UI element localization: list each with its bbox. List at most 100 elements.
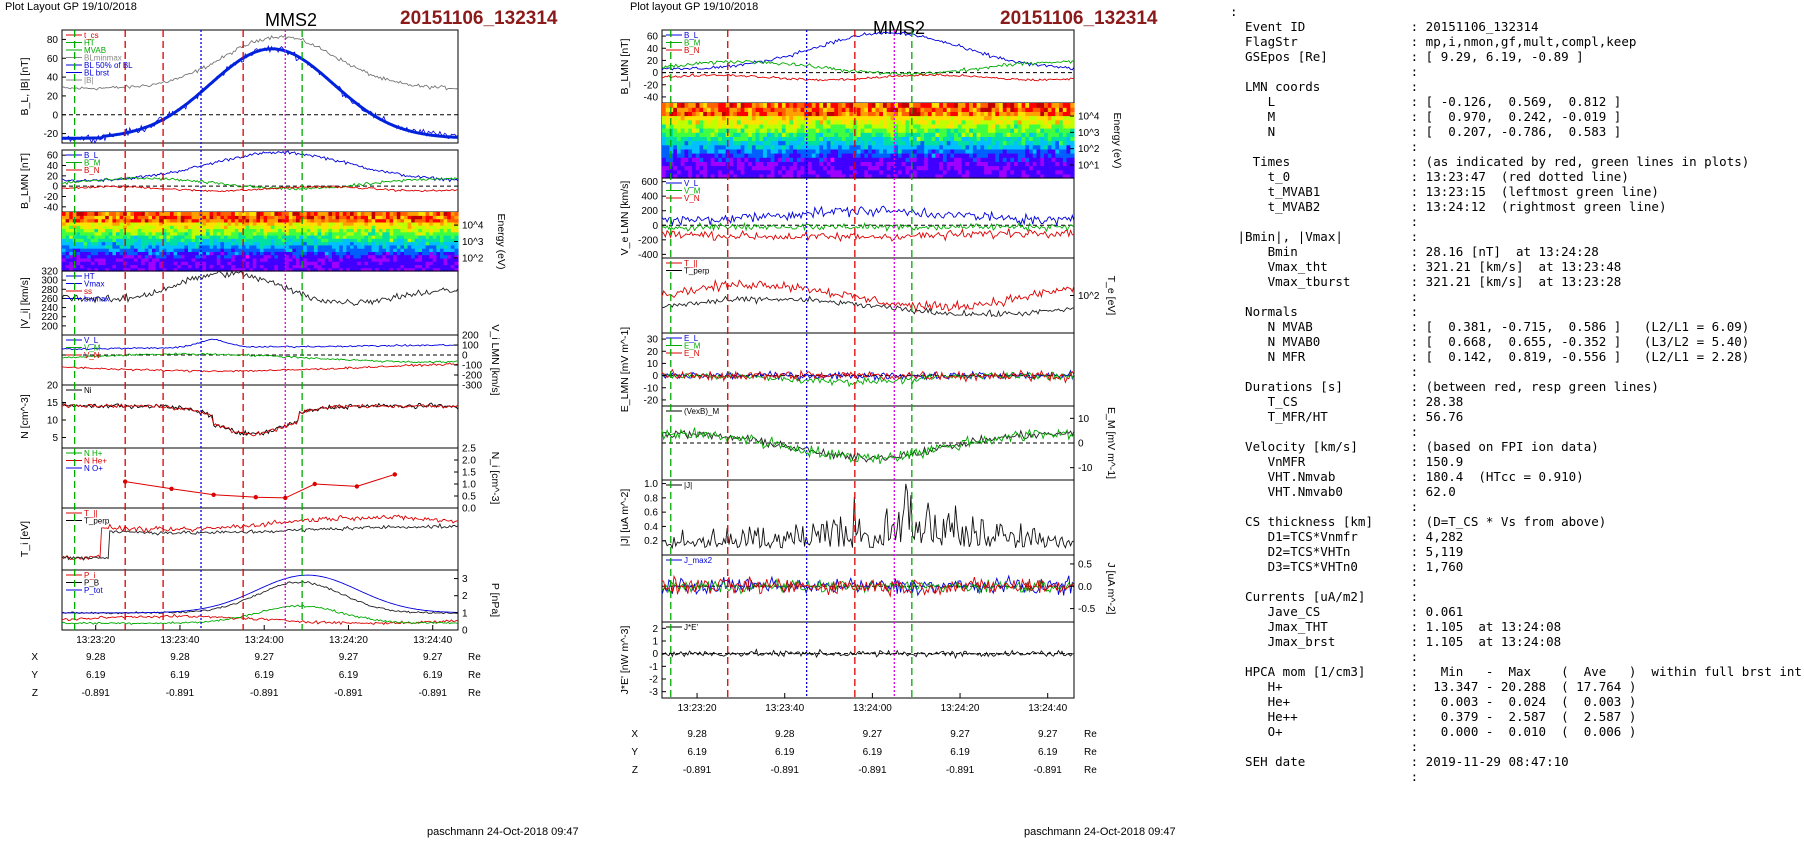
left-spectrogram-cell — [342, 218, 347, 223]
middle-spectrogram-cell — [1002, 115, 1008, 121]
middle-series-line-VM — [661, 221, 1075, 233]
middle-position-unit: Re — [1084, 765, 1097, 776]
left-spectrogram-cell — [188, 228, 193, 233]
middle-spectrogram-cell — [950, 128, 955, 133]
middle-spectrogram-cell — [759, 136, 764, 142]
middle-spectrogram-cell — [808, 140, 813, 146]
left-spectrogram-cell — [339, 215, 344, 220]
middle-spectrogram-cell — [939, 165, 944, 171]
middle-spectrogram-cell — [841, 148, 847, 154]
middle-spectrogram-cell — [695, 161, 700, 167]
left-spectrogram-cell — [411, 248, 416, 252]
left-series-line-BM — [61, 176, 459, 191]
middle-spectrogram-cell — [1040, 148, 1045, 154]
left-spectrogram-cell — [375, 238, 380, 243]
left-spectrogram-cell — [314, 238, 319, 243]
middle-spectrogram-cell — [991, 173, 996, 179]
left-spectrogram-cell — [227, 215, 232, 220]
middle-spectrogram-cell — [766, 123, 772, 129]
left-spectrogram-cell — [195, 221, 200, 226]
middle-spectrogram-cell — [748, 119, 753, 125]
summary-line: T_CS : 28.38 — [1230, 394, 1464, 409]
left-spectrogram-cell — [90, 257, 95, 262]
left-spectrogram-cell — [130, 241, 135, 246]
middle-spectrogram-cell — [688, 107, 693, 112]
middle-spectrogram-cell — [680, 144, 685, 150]
left-spectrogram-cell — [263, 218, 268, 223]
left-spectrogram-cell — [321, 238, 326, 243]
left-spectrogram-cell — [342, 234, 347, 239]
middle-spectrogram-cell — [721, 153, 727, 158]
left-spectrogram-cell — [274, 244, 279, 249]
left-spectrogram-cell — [155, 231, 160, 236]
left-spectrogram-cell — [447, 225, 452, 229]
middle-spectrogram-cell — [969, 144, 974, 150]
left-spectrogram-cell — [119, 267, 124, 272]
middle-y-tick-label: 0.5 — [1078, 559, 1092, 570]
middle-spectrogram-cell — [785, 123, 790, 129]
middle-spectrogram-cell — [755, 157, 760, 162]
summary-line: : — [1230, 4, 1238, 19]
middle-series-line-EM — [661, 427, 1075, 465]
middle-spectrogram-cell — [830, 103, 835, 108]
left-spectrogram-cell — [364, 254, 369, 259]
left-spectrogram-cell — [80, 215, 85, 220]
left-spectrogram-cell — [126, 261, 131, 266]
left-y-tick-label: 5 — [52, 433, 58, 444]
left-spectrogram-cell — [386, 267, 391, 272]
middle-spectrogram-cell — [856, 132, 862, 137]
left-spectrogram-cell — [173, 228, 178, 233]
left-spectrogram-cell — [418, 212, 423, 216]
left-spectrogram-cell — [270, 215, 275, 220]
middle-spectrogram-cell — [684, 169, 689, 175]
middle-spectrogram-cell — [688, 173, 693, 179]
left-spectrogram-cell — [62, 251, 67, 256]
left-spectrogram-cell — [137, 244, 142, 249]
left-spectrogram-cell — [98, 248, 103, 252]
left-spectrogram-cell — [400, 248, 405, 252]
middle-spectrogram-cell — [1017, 128, 1023, 133]
left-spectrogram-cell — [101, 244, 106, 249]
middle-spectrogram-cell — [706, 115, 712, 121]
left-spectrogram-cell — [76, 215, 81, 220]
left-spectrogram-cell — [141, 254, 146, 259]
middle-series-line-VexB — [661, 429, 1075, 463]
middle-spectrogram-cell — [1051, 148, 1056, 154]
middle-spectrogram-cell — [695, 111, 700, 117]
left-spectrogram-cell — [224, 221, 229, 226]
left-spectrogram-cell — [252, 244, 257, 249]
middle-spectrogram-cell — [684, 103, 689, 108]
middle-spectrogram-cell — [706, 148, 712, 154]
middle-spectrogram-cell — [965, 103, 970, 108]
middle-spectrogram-cell — [838, 153, 843, 158]
middle-spectrogram-cell — [823, 153, 828, 158]
middle-spectrogram-cell — [860, 128, 865, 133]
middle-spectrogram-cell — [838, 107, 843, 112]
middle-spectrogram-cell — [935, 140, 940, 146]
middle-spectrogram-cell — [898, 148, 903, 154]
left-spectrogram-cell — [213, 228, 218, 233]
left-spectrogram-cell — [317, 215, 322, 220]
left-spectrogram-cell — [346, 238, 351, 243]
middle-spectrogram-cell — [946, 128, 951, 133]
middle-spectrogram-cell — [905, 153, 910, 158]
middle-spectrogram-cell — [766, 119, 772, 125]
middle-spectrogram-cell — [957, 111, 963, 117]
left-spectrogram-cell — [382, 267, 387, 272]
middle-spectrogram-cell — [819, 148, 824, 154]
left-spectrogram-cell — [62, 267, 67, 272]
middle-spectrogram-cell — [868, 165, 873, 171]
left-spectrogram-cell — [296, 244, 301, 249]
left-spectrogram-cell — [137, 241, 142, 246]
middle-spectrogram-cell — [710, 103, 715, 108]
middle-spectrogram-cell — [1055, 157, 1060, 162]
middle-spectrogram-cell — [665, 169, 670, 175]
left-spectrogram-cell — [414, 241, 419, 246]
left-spectrogram-cell — [440, 264, 445, 269]
left-spectrogram-cell — [188, 261, 193, 266]
left-spectrogram-cell — [116, 251, 121, 256]
left-spectrogram-cell — [342, 241, 347, 246]
middle-spectrogram-cell — [898, 153, 903, 158]
middle-spectrogram-cell — [703, 111, 708, 117]
middle-spectrogram-cell — [808, 157, 813, 162]
